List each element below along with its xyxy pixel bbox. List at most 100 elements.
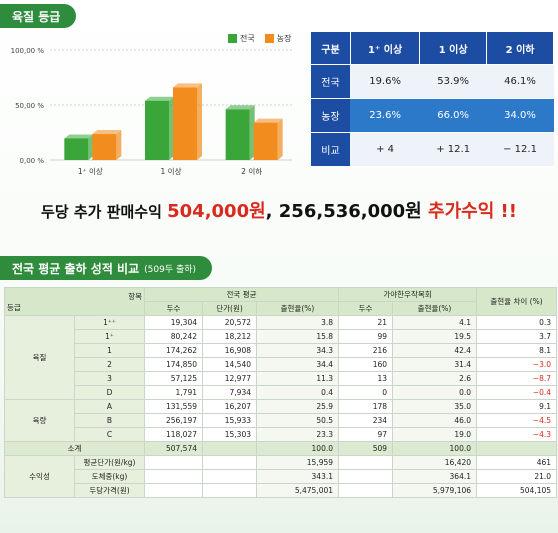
headline-amount-total: 256,536,000원: [278, 201, 422, 222]
table-cell: 34.4: [255, 357, 340, 372]
y-tick-label: 100,00 %: [11, 47, 45, 55]
row-grade: B: [74, 413, 145, 428]
legend-item-national: 전국: [228, 33, 255, 44]
table-cell: 5,979,106: [392, 483, 478, 498]
table-cell: 507,574: [144, 441, 203, 456]
table-cell: 19.6%: [350, 64, 420, 99]
table-cell: 15,959: [255, 455, 340, 470]
row-label: 전국: [310, 64, 351, 99]
table-cell: [202, 455, 257, 470]
header-grade-item: 항목 등급: [4, 287, 145, 316]
table-cell: [202, 483, 257, 498]
legend-swatch-farm: [264, 34, 274, 43]
table-row: 육량 A 131,559 16,207 25.9 178 35.0 9.1: [4, 399, 558, 442]
chart-legend: 전국 농장: [228, 33, 291, 44]
table-cell: 0: [338, 385, 394, 400]
header-grade: 등급: [7, 302, 21, 312]
x-tick-label: 1 이상: [161, 166, 182, 176]
table-row: C 118,027 15,303 23.3 97 19.0 −4.3: [5, 427, 558, 442]
table-cell: 14,540: [202, 357, 257, 372]
subtotal-label: 소계: [4, 441, 145, 456]
bar-farm: [253, 122, 278, 160]
table-cell: 35.0: [392, 399, 478, 414]
row-label: 농장: [310, 98, 351, 133]
table-cell: [202, 441, 257, 456]
bar-side: [88, 134, 94, 160]
table1-row-national: 전국 19.6% 53.9% 46.1%: [310, 64, 554, 99]
bar-side: [169, 96, 174, 160]
header-farm: 가야한우작목회: [338, 287, 478, 302]
table-row: 2 174,850 14,540 34.4 160 31.4 −3.0: [5, 357, 558, 372]
bar-side: [277, 118, 283, 160]
table-cell: [144, 483, 203, 498]
table-cell: 34.3: [255, 343, 340, 358]
table-cell: 16,207: [202, 399, 257, 414]
quality-grade-bar-chart: 0,00 % 50,00 % 100,00 % 1⁺ 이상 1 이상 2 이하: [11, 47, 292, 176]
table-cell: 20,572: [202, 315, 257, 330]
table-cell: 216: [338, 343, 394, 358]
table1-row-farm: 농장 23.6% 66.0% 34.0%: [310, 98, 554, 133]
table-cell: 12,977: [202, 371, 257, 386]
table-cell: [202, 469, 257, 484]
table-cell: −4.5: [476, 413, 558, 428]
table-cell: 99: [338, 329, 394, 344]
header-col: 출현율(%): [392, 301, 478, 316]
table-cell: 0.0: [392, 385, 478, 400]
table-cell: −0.4: [476, 385, 558, 400]
row-grade: 1⁺⁺: [74, 315, 145, 330]
table-cell: [338, 469, 394, 484]
table-cell: 97: [338, 427, 394, 442]
header-col: 두수: [338, 301, 394, 316]
table2-subheader-row: 두수 단가(원) 출현율(%) 두수 출현율(%): [5, 301, 557, 316]
bar-farm: [92, 134, 117, 160]
table-cell: 0.3: [476, 315, 558, 330]
table-cell: + 4: [350, 132, 420, 167]
table-cell: −4.3: [476, 427, 558, 442]
table-cell: 23.6%: [350, 98, 420, 133]
header-col: 단가(원): [202, 301, 257, 316]
legend-swatch-national: [228, 34, 237, 43]
table-cell: 15,303: [202, 427, 257, 442]
table-row: 육질 1⁺⁺ 19,304 20,572 3.8 21 4.1 0.3: [4, 315, 558, 400]
section-title-shipping: 전국 평균 출하 성적 비교 (509두 출하): [0, 256, 213, 280]
headline-amount-per-head: 504,000원: [167, 201, 266, 222]
table1-header: 1⁺ 이상: [349, 31, 421, 65]
table-cell: [338, 455, 394, 470]
table-cell: 3.7: [476, 329, 558, 344]
table-cell: −8.7: [476, 371, 558, 386]
table-cell: 3.8: [255, 315, 340, 330]
bar-top: [225, 105, 255, 110]
bar-national: [145, 100, 169, 160]
legend-item-farm: 농장: [264, 33, 292, 44]
y-tick-label: 0,00 %: [20, 157, 45, 165]
table2-header-row: 항목 등급 전국 평균 가야한우작목회 출현율 차이 (%): [4, 287, 558, 316]
table-cell: 174,850: [144, 357, 203, 372]
header-diff: 출현율 차이 (%): [476, 287, 558, 316]
row-metric: 두당가격(원): [74, 483, 145, 498]
table-cell: 100.0: [255, 441, 340, 456]
table-cell: 7,934: [202, 385, 257, 400]
table-cell: 2.6: [392, 371, 478, 386]
table-row: B 256,197 15,933 50.5 234 46.0 −4.5: [5, 413, 558, 428]
table1-header: 구분: [310, 31, 351, 65]
table-row: 도체중(kg) 343.1 364.1 21.0: [5, 469, 558, 484]
table-cell: 19.0: [392, 427, 478, 442]
group-profit: 수익성: [4, 455, 75, 498]
row-grade: A: [74, 399, 145, 414]
table-cell: 53.9%: [419, 64, 487, 99]
table-cell: 1,791: [144, 385, 203, 400]
table-cell: 0.4: [255, 385, 340, 400]
section-subtitle: (509두 출하): [144, 264, 197, 275]
row-grade: C: [74, 427, 145, 442]
legend-label-farm: 농장: [276, 34, 292, 43]
x-tick-label: 1⁺ 이상: [78, 166, 103, 176]
table-cell: 15.8: [255, 329, 340, 344]
table-cell: 16,420: [392, 455, 478, 470]
row-grade: 3: [74, 371, 145, 386]
bar-side: [249, 105, 255, 160]
table-cell: 19,304: [144, 315, 203, 330]
row-grade: D: [74, 385, 145, 400]
table-cell: 174,262: [144, 343, 203, 358]
headline-extra-revenue: 추가수익 !!: [421, 201, 517, 222]
table-cell: 364.1: [392, 469, 478, 484]
